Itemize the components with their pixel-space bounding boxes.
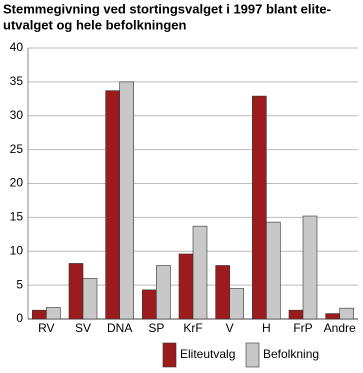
bar <box>142 289 157 320</box>
bar <box>46 307 61 320</box>
chart-title: utvalget og hele befolkningen <box>3 17 187 32</box>
y-tick-label: 5 <box>16 277 23 291</box>
bar <box>288 309 304 320</box>
bar <box>339 307 354 320</box>
bar <box>192 225 208 320</box>
bar <box>252 95 267 320</box>
bar <box>229 288 244 320</box>
bar <box>119 81 134 320</box>
legend-swatch <box>162 342 177 368</box>
y-tick-label: 30 <box>10 108 24 122</box>
legend-swatch <box>245 342 260 368</box>
y-tick-label: 40 <box>10 40 24 54</box>
y-tick-label: 15 <box>10 210 24 224</box>
bar <box>325 313 340 320</box>
x-tick-label: DNA <box>107 321 132 335</box>
y-tick-label: 25 <box>10 142 24 156</box>
bar <box>32 309 47 320</box>
x-tick-label: SV <box>75 321 91 335</box>
y-tick-label: 10 <box>10 243 24 257</box>
bar <box>156 265 171 320</box>
legend-label: Eliteutvalg <box>180 347 235 361</box>
chart-title: Stemmegivning ved stortingsvalget i 1997… <box>3 1 331 16</box>
x-tick-label: H <box>262 321 271 335</box>
x-tick-label: KrF <box>183 321 202 335</box>
legend-label: Befolkning <box>263 347 319 361</box>
bar <box>178 253 194 320</box>
bar <box>215 265 230 320</box>
x-tick-label: RV <box>38 321 54 335</box>
x-tick-label: FrP <box>293 321 312 335</box>
bar <box>82 278 98 320</box>
bar <box>68 263 84 320</box>
x-tick-label: V <box>226 321 234 335</box>
y-tick-label: 35 <box>10 74 24 88</box>
bar <box>266 221 281 320</box>
bar <box>105 90 120 320</box>
y-tick-label: 0 <box>16 311 23 325</box>
bar <box>302 215 318 320</box>
x-tick-label: Andre <box>324 321 356 335</box>
x-tick-label: SP <box>148 321 164 335</box>
y-tick-label: 20 <box>10 176 24 190</box>
